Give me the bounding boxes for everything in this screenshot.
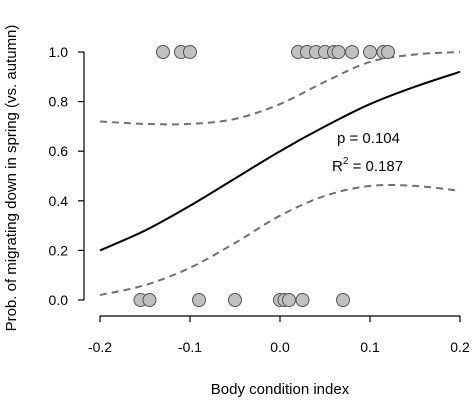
x-tick-label: 0.0 [270, 339, 290, 355]
x-tick-label: 0.1 [360, 339, 380, 355]
y-tick-label: 0.6 [49, 143, 69, 159]
data-point-autumn [282, 293, 296, 307]
p-value-annotation: p = 0.104 [337, 130, 400, 147]
data-point-spring [363, 45, 377, 59]
y-axis-title: Prob. of migrating down in spring (vs. a… [3, 25, 20, 332]
data-point-autumn [295, 293, 310, 307]
data-point-autumn [192, 293, 206, 307]
x-axis-title: Body condition index [211, 381, 350, 398]
data-points [133, 45, 395, 307]
y-tick-label: 0.0 [49, 292, 69, 308]
fitted-curve-layer [99, 70, 461, 252]
data-point-spring [331, 45, 346, 59]
fitted-curve [99, 70, 461, 252]
y-axis: 0.0 0.2 0.4 0.6 0.8 1.0 [49, 44, 85, 308]
x-tick-label: -0.2 [88, 339, 112, 355]
data-point-autumn [228, 293, 242, 307]
x-tick-label: 0.2 [450, 339, 470, 355]
data-point-spring [183, 45, 197, 59]
data-point-spring [381, 45, 395, 59]
data-point-spring [156, 45, 170, 59]
y-tick-label: 0.8 [49, 94, 69, 110]
confidence-interval-lines [99, 51, 461, 297]
y-tick-label: 1.0 [49, 44, 69, 60]
ci-lower-line [99, 183, 461, 297]
y-tick-label: 0.4 [49, 193, 69, 209]
r2-superscript: 2 [343, 156, 349, 167]
x-axis: -0.2 -0.1 0.0 0.1 0.2 [88, 315, 470, 355]
r2-prefix: R [332, 158, 343, 175]
x-tick-label: -0.1 [178, 339, 202, 355]
data-point-spring [345, 45, 359, 59]
r2-annotation: R2 = 0.187 [332, 156, 403, 175]
data-point-autumn [336, 293, 350, 307]
data-point-autumn [142, 293, 157, 307]
y-tick-label: 0.2 [49, 242, 69, 258]
r2-value: = 0.187 [348, 158, 403, 175]
ci-upper-line [99, 51, 461, 126]
